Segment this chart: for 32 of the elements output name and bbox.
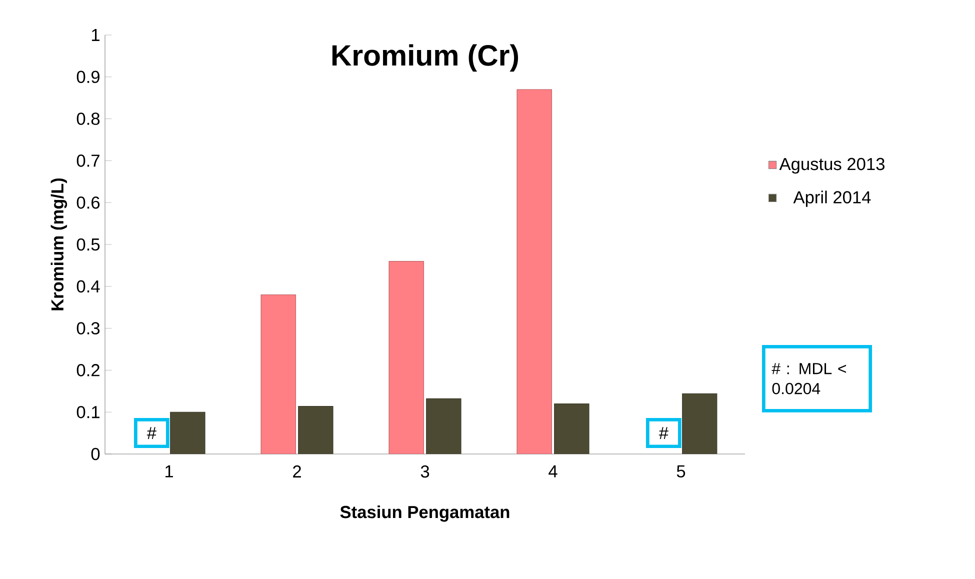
x-axis-title: Stasiun Pengamatan <box>340 505 510 522</box>
y-tick-label: 0.3 <box>76 322 100 334</box>
y-axis-title: Kromium (mg/L) <box>50 178 68 310</box>
y-tick-label: 0.7 <box>76 154 100 167</box>
legend-label: Agustus 2013 <box>779 158 884 174</box>
y-tick-label: 0.4 <box>76 280 100 293</box>
bar <box>554 403 590 454</box>
x-tick-label: 2 <box>293 465 301 478</box>
y-tick-label: 0.8 <box>76 112 100 125</box>
chart-title: Kromium (Cr) <box>332 44 518 72</box>
y-tick-label: 0.5 <box>76 238 100 251</box>
bar <box>426 398 462 454</box>
x-tick-label: 4 <box>548 465 558 478</box>
legend-label: April 2014 <box>793 190 871 207</box>
y-tick-label: 0.2 <box>76 364 100 376</box>
bar <box>298 406 334 454</box>
x-tick-label: 1 <box>166 465 173 478</box>
y-tick-label: 0.6 <box>76 196 100 209</box>
x-tick-label: 3 <box>420 465 430 478</box>
bar <box>170 412 206 454</box>
bar <box>260 294 296 454</box>
x-tick-label: 5 <box>676 465 686 478</box>
y-tick-label: 0.1 <box>76 406 100 418</box>
y-tick-label: 0 <box>91 448 100 460</box>
bar <box>682 393 718 454</box>
text: # : MDL < 0.0204 <box>772 363 846 394</box>
bar <box>388 260 424 454</box>
y-tick-label: 1 <box>92 29 100 41</box>
annotation: # <box>146 427 156 439</box>
bar <box>516 89 552 454</box>
y-tick-label: 0.9 <box>76 70 100 84</box>
annotation: # <box>658 427 668 439</box>
